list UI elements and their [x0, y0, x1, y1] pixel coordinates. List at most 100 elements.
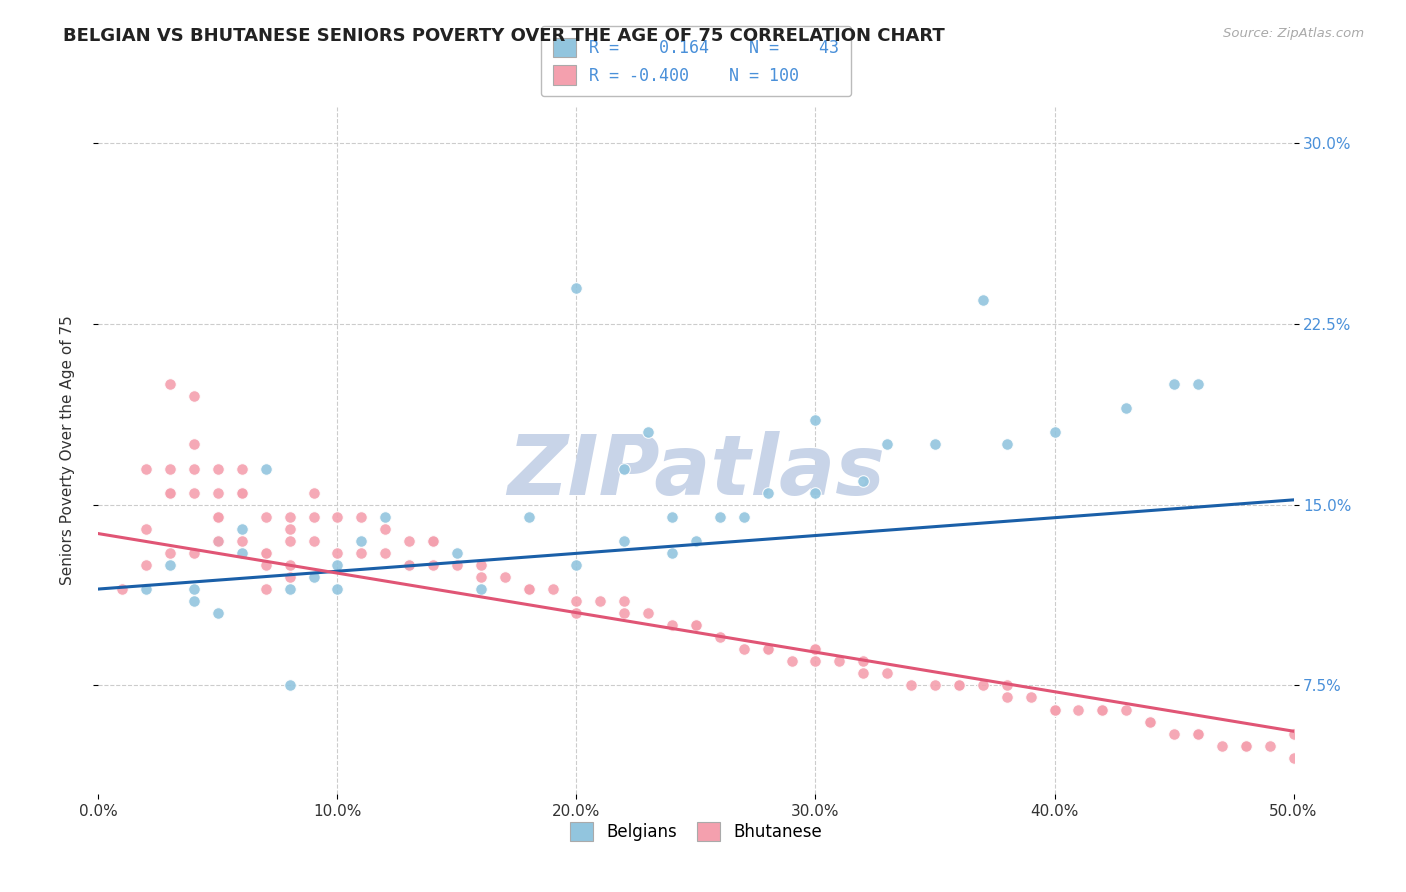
Point: [183, 582, 205, 596]
Point: [278, 509, 301, 524]
Point: [1067, 702, 1090, 716]
Point: [159, 377, 181, 392]
Point: [948, 678, 970, 692]
Point: [231, 546, 253, 560]
Point: [1139, 714, 1161, 729]
Point: [613, 533, 636, 548]
Point: [756, 485, 779, 500]
Point: [326, 558, 349, 572]
Point: [159, 546, 181, 560]
Point: [852, 474, 875, 488]
Point: [517, 509, 540, 524]
Point: [326, 509, 349, 524]
Point: [924, 678, 946, 692]
Point: [1019, 690, 1042, 705]
Point: [565, 558, 588, 572]
Point: [852, 654, 875, 668]
Y-axis label: Seniors Poverty Over the Age of 75: Seniors Poverty Over the Age of 75: [60, 316, 75, 585]
Point: [446, 558, 468, 572]
Point: [733, 509, 755, 524]
Point: [422, 558, 444, 572]
Point: [565, 606, 588, 620]
Point: [207, 509, 229, 524]
Point: [135, 522, 157, 536]
Point: [780, 654, 803, 668]
Point: [709, 509, 731, 524]
Legend: Belgians, Bhutanese: Belgians, Bhutanese: [560, 812, 832, 851]
Point: [685, 618, 707, 632]
Point: [1091, 702, 1114, 716]
Point: [350, 509, 373, 524]
Point: [1282, 726, 1305, 740]
Point: [1211, 739, 1233, 753]
Point: [637, 606, 659, 620]
Point: [517, 582, 540, 596]
Point: [613, 461, 636, 475]
Point: [756, 642, 779, 657]
Point: [254, 546, 277, 560]
Point: [254, 558, 277, 572]
Point: [278, 558, 301, 572]
Point: [972, 293, 994, 307]
Point: [1234, 739, 1257, 753]
Point: [278, 678, 301, 692]
Point: [1258, 739, 1281, 753]
Point: [1043, 425, 1066, 440]
Point: [517, 582, 540, 596]
Point: [278, 570, 301, 584]
Point: [350, 533, 373, 548]
Point: [685, 533, 707, 548]
Point: [756, 642, 779, 657]
Point: [995, 678, 1018, 692]
Point: [254, 546, 277, 560]
Point: [302, 485, 325, 500]
Point: [302, 533, 325, 548]
Point: [278, 582, 301, 596]
Point: [852, 666, 875, 681]
Point: [326, 582, 349, 596]
Point: [589, 594, 612, 608]
Point: [231, 485, 253, 500]
Point: [207, 606, 229, 620]
Point: [422, 533, 444, 548]
Point: [183, 594, 205, 608]
Point: [565, 281, 588, 295]
Point: [470, 582, 492, 596]
Point: [924, 437, 946, 451]
Point: [1234, 739, 1257, 753]
Point: [948, 678, 970, 692]
Point: [1163, 377, 1185, 392]
Point: [135, 582, 157, 596]
Point: [302, 509, 325, 524]
Point: [278, 522, 301, 536]
Point: [1187, 377, 1209, 392]
Point: [302, 570, 325, 584]
Text: Source: ZipAtlas.com: Source: ZipAtlas.com: [1223, 27, 1364, 40]
Point: [207, 485, 229, 500]
Point: [159, 485, 181, 500]
Point: [422, 533, 444, 548]
Point: [995, 690, 1018, 705]
Point: [159, 485, 181, 500]
Point: [613, 594, 636, 608]
Point: [494, 570, 516, 584]
Point: [231, 485, 253, 500]
Point: [804, 642, 827, 657]
Point: [398, 558, 420, 572]
Point: [207, 461, 229, 475]
Point: [374, 546, 396, 560]
Point: [254, 582, 277, 596]
Point: [159, 558, 181, 572]
Point: [111, 582, 134, 596]
Point: [1163, 726, 1185, 740]
Point: [1043, 702, 1066, 716]
Point: [709, 630, 731, 644]
Point: [231, 461, 253, 475]
Point: [470, 558, 492, 572]
Point: [254, 461, 277, 475]
Point: [876, 437, 898, 451]
Point: [1139, 714, 1161, 729]
Point: [183, 461, 205, 475]
Point: [1282, 750, 1305, 764]
Point: [135, 461, 157, 475]
